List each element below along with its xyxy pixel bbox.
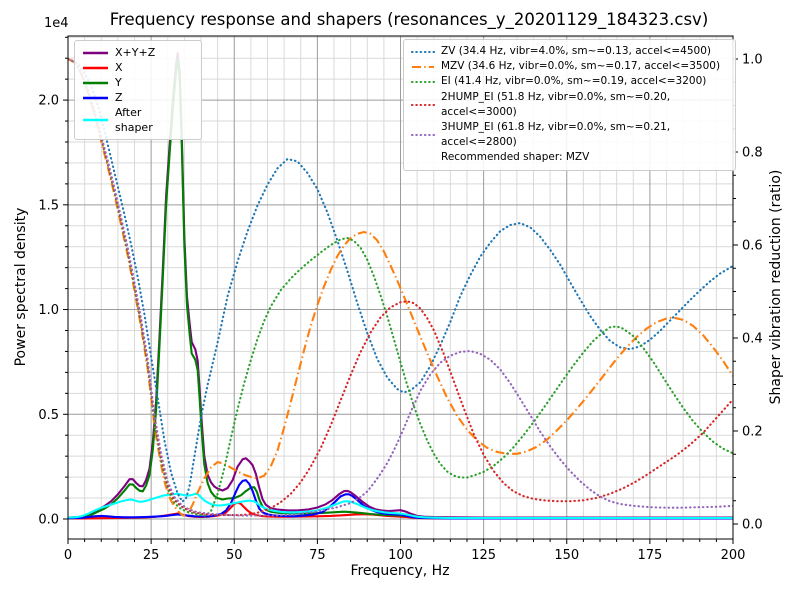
legend-item-label: After shaper (115, 106, 153, 134)
legend-item: EI (41.4 Hz, vibr=0.0%, sm~=0.19, accel<… (411, 74, 728, 89)
x-tick-labels: 0 25 50 75 100 125 150 175 200 (64, 548, 746, 563)
legend-swatch-icon (411, 103, 435, 106)
legend-swatch-icon (83, 81, 108, 84)
legend-item: MZV (34.6 Hz, vibr=0.0%, sm~=0.17, accel… (411, 59, 728, 74)
y-left-tick-label: 0.0 (38, 512, 59, 527)
curve-after-shaper (68, 492, 733, 520)
y-left-tick-label: 0.5 (38, 408, 59, 423)
legend-item-label: X (115, 61, 123, 74)
legend-item-label: 3HUMP_EI (61.8 Hz, vibr=0.0%, sm~=0.21, … (441, 121, 671, 149)
legend-swatch-icon (411, 134, 435, 137)
legend-item-label: EI (41.4 Hz, vibr=0.0%, sm~=0.19, accel<… (441, 75, 707, 88)
y-axis-label-left: Power spectral density (13, 207, 29, 367)
curve-zv (68, 57, 733, 503)
legend-item: ZV (34.4 Hz, vibr=4.0%, sm~=0.13, accel<… (411, 44, 728, 59)
legend-item: 3HUMP_EI (61.8 Hz, vibr=0.0%, sm~=0.21, … (411, 120, 728, 150)
tick-marks (63, 36, 738, 544)
legend-item: 2HUMP_EI (51.8 Hz, vibr=0.0%, sm~=0.20, … (411, 90, 728, 120)
legend-swatch-icon (83, 96, 108, 99)
x-axis-label: Frequency, Hz (350, 563, 450, 579)
curve-z (68, 479, 733, 520)
legend-item: After shaper (82, 105, 194, 135)
y-left-tick-labels: 0.0 0.5 1.0 1.5 2.0 (38, 94, 59, 528)
legend-item-label: X+Y+Z (115, 46, 156, 59)
y-left-tick-label: 1.5 (38, 198, 59, 213)
legend-swatch-icon (411, 50, 435, 53)
x-tick-label: 25 (143, 548, 160, 563)
legend-item-label: MZV (34.6 Hz, vibr=0.0%, sm~=0.17, accel… (441, 60, 721, 73)
y-right-tick-label: 0.2 (742, 424, 763, 439)
x-tick-label: 75 (309, 548, 326, 563)
x-tick-label: 100 (388, 548, 413, 563)
y-right-tick-labels: 0.0 0.2 0.4 0.6 0.8 1.0 (742, 53, 763, 533)
y-right-tick-label: 1.0 (742, 53, 763, 68)
legend-item: Y (82, 75, 194, 90)
x-tick-label: 200 (721, 548, 746, 563)
legend-item: X+Y+Z (82, 45, 194, 60)
legend-item-label: Recommended shaper: MZV (441, 151, 590, 164)
y-axis-label-right: Shaper vibration reduction (ratio) (768, 169, 784, 405)
legend-swatch-icon (83, 66, 108, 69)
curve-3hump-ei (68, 57, 733, 517)
x-tick-label: 50 (226, 548, 243, 563)
curves (68, 51, 733, 520)
legend-swatch-icon (412, 65, 434, 68)
legend-swatch-icon (83, 118, 108, 122)
legend-item-label: Z (115, 91, 123, 104)
y-left-tick-label: 1.0 (38, 303, 59, 318)
legend-item-label: ZV (34.4 Hz, vibr=4.0%, sm~=0.13, accel<… (441, 45, 711, 57)
legend-item: X (82, 60, 194, 75)
y-right-tick-label: 0.8 (742, 146, 763, 161)
chart-title: Frequency response and shapers (resonanc… (109, 10, 709, 29)
curve-x-y-z (68, 51, 733, 519)
legend-swatch-icon (83, 51, 108, 54)
legend-item: Z (82, 90, 194, 105)
shaper-legend: ZV (34.4 Hz, vibr=4.0%, sm~=0.13, accel<… (403, 39, 736, 171)
x-tick-label: 125 (471, 548, 496, 563)
legend-item: Recommended shaper: MZV (411, 150, 728, 165)
legend-swatch-icon (411, 80, 435, 84)
x-tick-label: 175 (637, 548, 662, 563)
y-right-tick-label: 0.0 (742, 517, 763, 532)
y-axis-offset-label: 1e4 (44, 16, 69, 31)
psd-legend: X+Y+Z X Y Z After shaper (74, 40, 202, 140)
y-right-tick-label: 0.4 (742, 331, 763, 346)
y-right-tick-label: 0.6 (742, 239, 763, 254)
legend-item-label: Y (115, 76, 122, 89)
x-tick-label: 150 (554, 548, 579, 563)
legend-item-label: 2HUMP_EI (51.8 Hz, vibr=0.0%, sm~=0.20, … (441, 90, 671, 118)
curve-y (68, 57, 733, 520)
y-left-tick-label: 2.0 (38, 94, 59, 109)
x-tick-label: 0 (64, 548, 72, 563)
